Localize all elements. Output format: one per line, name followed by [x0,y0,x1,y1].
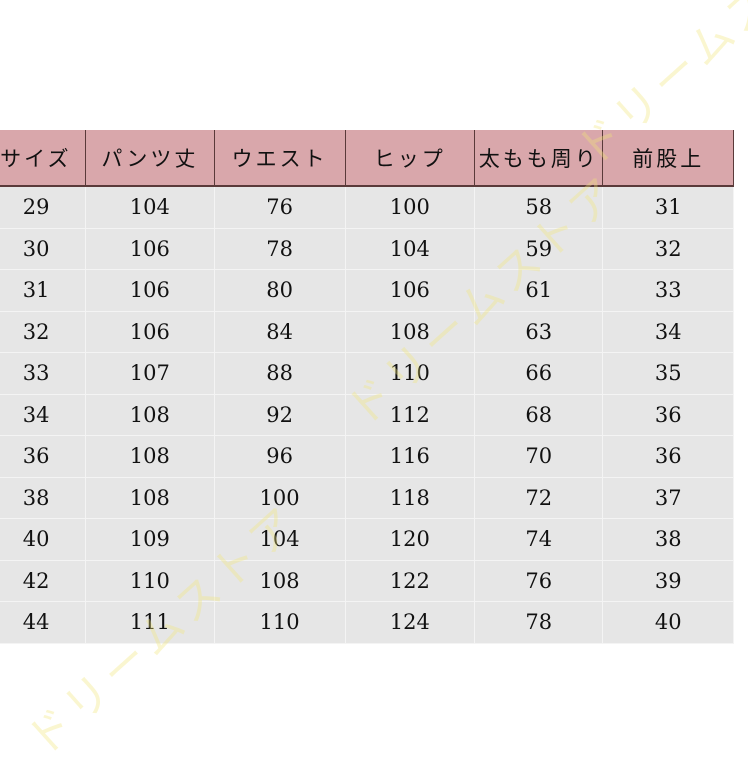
table-cell: 106 [85,269,215,312]
table-cell: 108 [85,435,215,478]
table-cell: 104 [213,518,346,561]
table-cell: 37 [602,476,734,519]
table-cell: 108 [344,310,475,353]
table-cell: 76 [213,185,346,229]
table-cell: 38 [0,476,87,519]
column-header: パンツ丈 [85,130,215,187]
table-cell: 110 [213,601,346,644]
table-cell: 110 [85,559,215,602]
table-cell: 36 [602,435,734,478]
table-row: 36 108 96 116 70 36 [0,435,734,478]
table-cell: 30 [0,227,87,270]
table-cell: 44 [0,601,87,644]
table-cell: 59 [473,227,604,270]
table-cell: 72 [473,476,604,519]
table-cell: 106 [85,310,215,353]
table-cell: 100 [213,476,346,519]
table-cell: 74 [473,518,604,561]
table-cell: 110 [344,352,475,395]
header-row: サイズ パンツ丈 ウエスト ヒップ 太もも周り 前股上 [0,130,734,187]
table-cell: 34 [602,310,734,353]
table-row: 40 109 104 120 74 38 [0,518,734,561]
table-cell: 33 [0,352,87,395]
table-cell: 36 [0,435,87,478]
table-cell: 33 [602,269,734,312]
table-cell: 104 [85,185,215,229]
table-cell: 66 [473,352,604,395]
table-cell: 70 [473,435,604,478]
table-cell: 42 [0,559,87,602]
table-row: 38 108 100 118 72 37 [0,476,734,519]
table-cell: 68 [473,393,604,436]
table-cell: 35 [602,352,734,395]
column-header: ウエスト [214,130,346,187]
table-cell: 80 [213,269,346,312]
table-cell: 124 [344,601,475,644]
table-cell: 29 [0,185,87,229]
table-cell: 76 [473,559,604,602]
table-cell: 108 [85,393,215,436]
table-cell: 118 [344,476,475,519]
table-cell: 92 [213,393,346,436]
table-row: 29 104 76 100 58 31 [0,185,734,229]
table-cell: 40 [602,601,734,644]
table-row: 30 106 78 104 59 32 [0,227,734,270]
table-row: 42 110 108 122 76 39 [0,559,734,602]
table-cell: 109 [85,518,215,561]
table-cell: 108 [213,559,346,602]
table-cell: 104 [344,227,475,270]
table-cell: 39 [602,559,734,602]
table-cell: 36 [602,393,734,436]
table-row: 32 106 84 108 63 34 [0,310,734,353]
table-cell: 32 [602,227,734,270]
table-cell: 61 [473,269,604,312]
column-header: サイズ [0,130,87,187]
table-cell: 63 [473,310,604,353]
table-cell: 108 [85,476,215,519]
table-cell: 120 [344,518,475,561]
table-row: 33 107 88 110 66 35 [0,352,734,395]
table-cell: 32 [0,310,87,353]
table-cell: 122 [344,559,475,602]
table-cell: 31 [0,269,87,312]
table-cell: 78 [213,227,346,270]
table-cell: 58 [473,185,604,229]
column-header: 太もも周り [474,130,604,187]
table-cell: 34 [0,393,87,436]
table-cell: 112 [344,393,475,436]
size-chart-table: サイズ パンツ丈 ウエスト ヒップ 太もも周り 前股上 29 104 76 100 58 31 30 1… [0,130,734,644]
table-cell: 100 [344,185,475,229]
table-cell: 111 [85,601,215,644]
table-cell: 84 [213,310,346,353]
table-cell: 106 [85,227,215,270]
table-cell: 31 [602,185,734,229]
table-cell: 96 [213,435,346,478]
table-cell: 116 [344,435,475,478]
table-cell: 78 [473,601,604,644]
table-row: 44 111 110 124 78 40 [0,601,734,644]
table-row: 31 106 80 106 61 33 [0,269,734,312]
table-cell: 88 [213,352,346,395]
table-cell: 107 [85,352,215,395]
table-cell: 38 [602,518,734,561]
table-cell: 106 [344,269,475,312]
column-header: ヒップ [345,130,475,187]
table-cell: 40 [0,518,87,561]
column-header: 前股上 [602,130,734,187]
table-row: 34 108 92 112 68 36 [0,393,734,436]
